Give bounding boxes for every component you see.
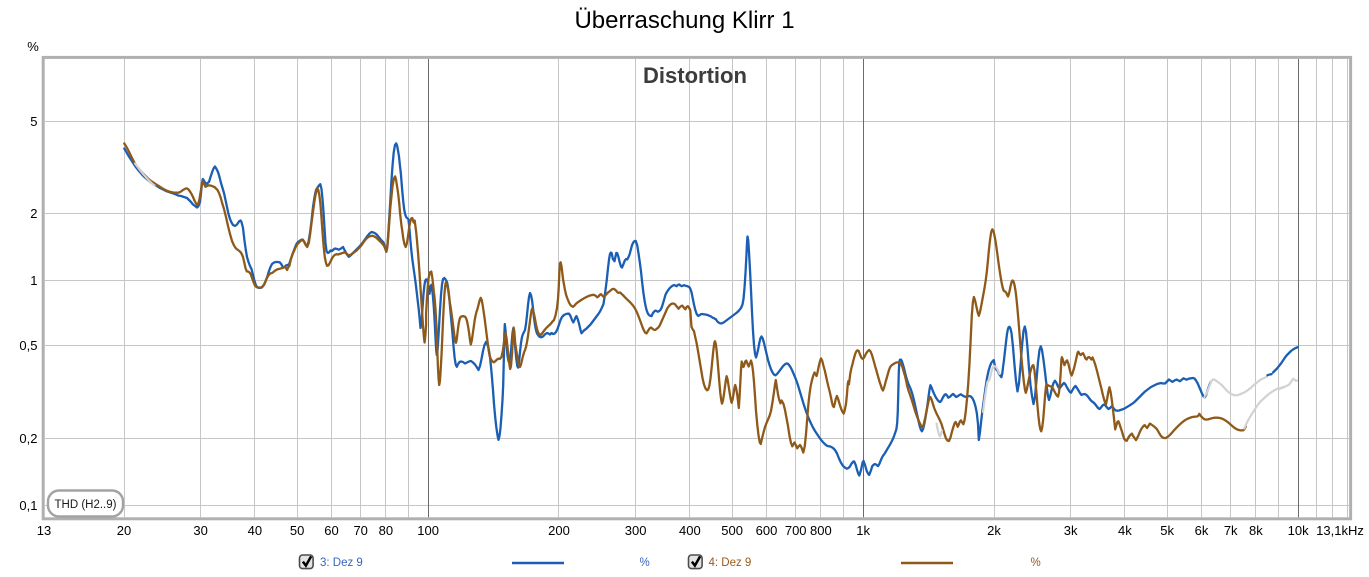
svg-text:6k: 6k [1195,523,1209,538]
svg-text:3: Dez 9: 3: Dez 9 [320,557,363,569]
svg-text:40: 40 [248,523,262,538]
svg-text:1: 1 [30,273,37,288]
svg-text:%: % [1031,557,1041,569]
svg-text:7k: 7k [1224,523,1238,538]
svg-text:0,2: 0,2 [19,431,37,446]
svg-text:5k: 5k [1160,523,1174,538]
svg-text:60: 60 [324,523,338,538]
svg-text:700: 700 [785,523,807,538]
svg-text:3k: 3k [1064,523,1078,538]
svg-text:8k: 8k [1249,523,1263,538]
svg-text:2: 2 [30,206,37,221]
svg-text:30: 30 [193,523,207,538]
svg-text:2k: 2k [987,523,1001,538]
svg-text:100: 100 [417,523,439,538]
svg-text:0,1: 0,1 [19,498,37,513]
svg-text:20: 20 [117,523,131,538]
svg-text:80: 80 [379,523,393,538]
svg-text:500: 500 [721,523,743,538]
svg-text:%: % [640,557,650,569]
svg-text:600: 600 [756,523,778,538]
svg-text:200: 200 [548,523,570,538]
svg-text:800: 800 [810,523,832,538]
svg-text:13,1kHz: 13,1kHz [1316,523,1364,538]
svg-text:300: 300 [625,523,647,538]
svg-text:%: % [27,39,39,54]
svg-text:13: 13 [37,523,51,538]
svg-text:50: 50 [290,523,304,538]
svg-text:4k: 4k [1118,523,1132,538]
svg-text:400: 400 [679,523,701,538]
svg-text:70: 70 [353,523,367,538]
svg-text:10k: 10k [1288,523,1309,538]
svg-text:4: Dez 9: 4: Dez 9 [709,557,752,569]
svg-text:Distortion: Distortion [643,63,747,88]
svg-text:THD (H2..9): THD (H2..9) [55,499,117,511]
svg-text:5: 5 [30,114,37,129]
svg-text:1k: 1k [856,523,870,538]
svg-text:0,5: 0,5 [19,338,37,353]
